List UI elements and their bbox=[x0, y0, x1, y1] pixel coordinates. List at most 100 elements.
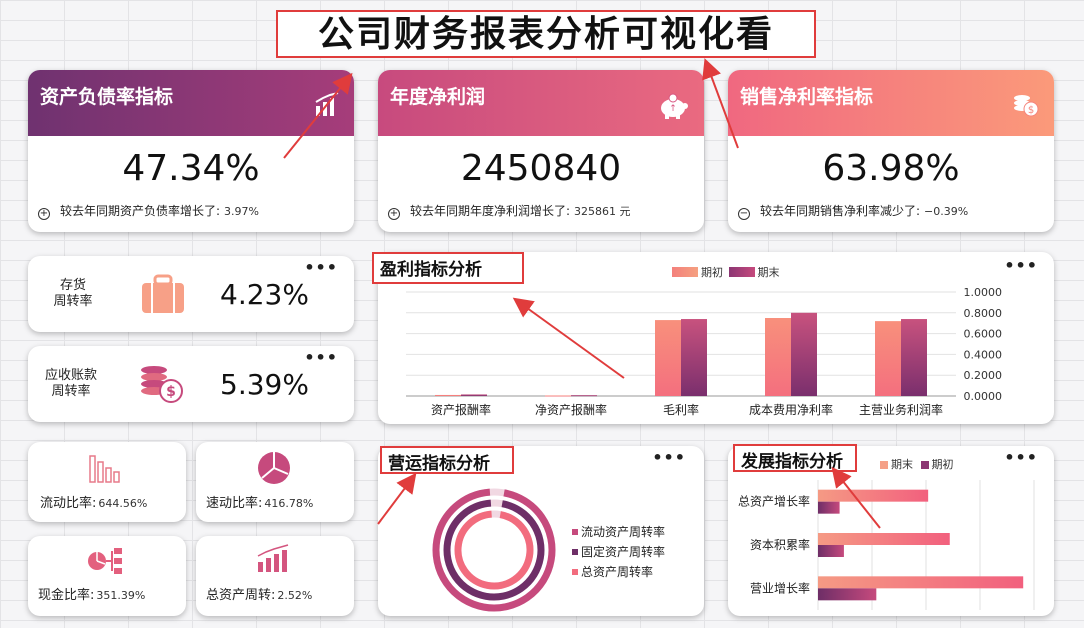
svg-text:↑: ↑ bbox=[669, 104, 677, 114]
bar-期初-总资产增长率 bbox=[818, 501, 840, 514]
y-tick-label: 0.4000 bbox=[964, 348, 1003, 361]
legend-item: 期末 bbox=[891, 458, 913, 471]
growth-analysis-card: ••• 期末 期初 总资产增长率资本积累率营业增长率 bbox=[728, 446, 1054, 616]
y-tick-label: 0.2000 bbox=[964, 369, 1003, 382]
bar-期末-主营业务利润率 bbox=[901, 319, 927, 396]
ratio-value: 644.56% bbox=[98, 497, 148, 510]
more-menu-icon[interactable]: ••• bbox=[304, 348, 338, 367]
bar-期末-资本积累率 bbox=[818, 533, 950, 545]
legend-item: 总资产周转率 bbox=[581, 565, 654, 579]
bar-期初-资产报酬率 bbox=[435, 394, 461, 396]
operation-analysis-card: ••• 流动资产周转率 固定资产周转率 总资产周转率 bbox=[378, 446, 704, 616]
bar-期末-资产报酬率 bbox=[461, 394, 487, 396]
kpi-note: − 较去年同期销售净利率减少了: −0.39% bbox=[738, 202, 968, 220]
legend-swatch bbox=[572, 569, 578, 575]
kpi-label: 销售净利率指标 bbox=[740, 86, 874, 108]
turnover-value: 4.23% bbox=[220, 278, 309, 311]
kpi-note-value: 3.97% bbox=[224, 205, 259, 218]
kpi-note-text: 较去年同期年度净利润增长了: bbox=[410, 204, 571, 218]
bar-期初-毛利率 bbox=[655, 320, 681, 396]
ratio-label: 速动比率: 416.78% bbox=[206, 496, 314, 511]
legend-item: 期初 bbox=[931, 458, 954, 471]
pie-icon bbox=[256, 450, 292, 490]
more-menu-icon[interactable]: ••• bbox=[304, 258, 338, 277]
turnover-label: 应收账款 周转率 bbox=[44, 368, 97, 399]
x-tick-label: 资产报酬率 bbox=[431, 402, 491, 417]
growth-icon bbox=[256, 544, 292, 578]
bar-期初-净资产报酬率 bbox=[545, 395, 571, 397]
y-tick-label: 1.0000 bbox=[964, 286, 1003, 299]
ratio-value: 2.52% bbox=[277, 589, 313, 602]
legend-swatch bbox=[572, 529, 578, 535]
kpi-header: 年度净利润 ↑ bbox=[378, 70, 704, 136]
legend-swatch bbox=[728, 267, 755, 277]
bars-icon bbox=[88, 454, 124, 488]
suitcase-icon bbox=[140, 274, 186, 318]
profit-bar-chart: 1.0000 0.8000 0.6000 0.4000 0.2000 0.0000 资产报酬… bbox=[406, 286, 1003, 417]
kpi-card-net-profit: 年度净利润 ↑ 2450840 + 较去年同期年度净利润增长了: 325861 元 bbox=[378, 70, 704, 232]
ratio-card-quick: 速动比率: 416.78% bbox=[196, 442, 354, 522]
y-tick-label: 营业增长率 bbox=[750, 580, 810, 595]
turnover-label: 存货 周转率 bbox=[53, 278, 93, 309]
y-tick-label: 总资产增长率 bbox=[738, 494, 810, 509]
legend-item: 期末 bbox=[757, 266, 780, 279]
kpi-note-text: 较去年同期销售净利率减少了: bbox=[760, 204, 921, 218]
coins-icon: $ bbox=[1012, 92, 1040, 122]
kpi-label: 年度净利润 bbox=[390, 86, 486, 108]
operation-ring-chart bbox=[432, 488, 556, 612]
bar-期初-成本费用净利率 bbox=[765, 318, 791, 396]
legend-row: 流动资产周转率 bbox=[572, 522, 665, 542]
ratio-label: 流动比率: 644.56% bbox=[40, 496, 148, 511]
kpi-value: 2450840 bbox=[460, 148, 622, 189]
y-tick-label: 资本积累率 bbox=[750, 537, 810, 552]
legend-row: 固定资产周转率 bbox=[572, 542, 665, 562]
flow-icon bbox=[86, 546, 126, 580]
legend-swatch bbox=[672, 267, 698, 277]
bar-chart-icon bbox=[314, 92, 340, 122]
ratio-card-cash: 现金比率: 351.39% bbox=[28, 536, 186, 616]
dashboard-title: 公司财务报表分析可视化看 bbox=[276, 10, 816, 58]
legend-swatch bbox=[572, 549, 578, 555]
receivable-turnover-card: ••• 应收账款 周转率 $ 5.39% bbox=[28, 346, 354, 422]
legend-item: 流动资产周转率 bbox=[581, 525, 666, 539]
y-tick-label: 0.0000 bbox=[964, 390, 1003, 403]
bar-期末-成本费用净利率 bbox=[791, 312, 817, 396]
ratio-value: 416.78% bbox=[264, 497, 314, 510]
minus-icon: − bbox=[738, 208, 750, 220]
kpi-value: 63.98% bbox=[822, 148, 960, 189]
kpi-note-value: −0.39% bbox=[924, 205, 969, 218]
x-tick-label: 毛利率 bbox=[663, 402, 699, 417]
more-menu-icon[interactable]: ••• bbox=[1004, 256, 1038, 275]
bar-期末-净资产报酬率 bbox=[571, 395, 597, 397]
ratio-value: 351.39% bbox=[96, 589, 146, 602]
ratio-label: 总资产周转: 2.52% bbox=[206, 588, 313, 603]
kpi-header: 销售净利率指标 $ bbox=[728, 70, 1054, 136]
operation-legend: 流动资产周转率 固定资产周转率 总资产周转率 bbox=[572, 522, 665, 582]
ratio-card-current: 流动比率: 644.56% bbox=[28, 442, 186, 522]
bar-期末-毛利率 bbox=[681, 319, 707, 396]
ring-流动资产周转率 bbox=[432, 488, 556, 612]
bar-期初-资本积累率 bbox=[818, 545, 844, 557]
kpi-note-text: 较去年同期资产负债率增长了: bbox=[60, 204, 221, 218]
kpi-note-value: 325861 元 bbox=[574, 205, 631, 218]
kpi-header: 资产负债率指标 bbox=[28, 70, 354, 136]
growth-legend: 期末 期初 bbox=[880, 456, 954, 472]
profit-section-title: 盈利指标分析 bbox=[372, 252, 524, 284]
bar-期末-总资产增长率 bbox=[818, 489, 929, 502]
ring-固定资产周转率 bbox=[443, 499, 545, 601]
legend-item: 期初 bbox=[701, 266, 723, 279]
bar-期末-营业增长率 bbox=[818, 576, 1024, 589]
more-menu-icon[interactable]: ••• bbox=[1004, 448, 1038, 467]
kpi-card-sales-margin: 销售净利率指标 $ 63.98% − 较去年同期销售净利率减少了: −0.39% bbox=[728, 70, 1054, 232]
more-menu-icon[interactable]: ••• bbox=[652, 448, 686, 467]
y-tick-label: 0.6000 bbox=[964, 328, 1003, 341]
operation-section-title: 营运指标分析 bbox=[380, 446, 514, 474]
ratio-card-asset-turnover: 总资产周转: 2.52% bbox=[196, 536, 354, 616]
plus-icon: + bbox=[388, 208, 400, 220]
turnover-value: 5.39% bbox=[220, 368, 309, 401]
x-tick-label: 主营业务利润率 bbox=[859, 402, 943, 417]
ring-总资产周转率 bbox=[454, 510, 534, 590]
kpi-note: + 较去年同期资产负债率增长了: 3.97% bbox=[38, 202, 259, 220]
legend-row: 总资产周转率 bbox=[572, 562, 665, 582]
plus-icon: + bbox=[38, 208, 50, 220]
